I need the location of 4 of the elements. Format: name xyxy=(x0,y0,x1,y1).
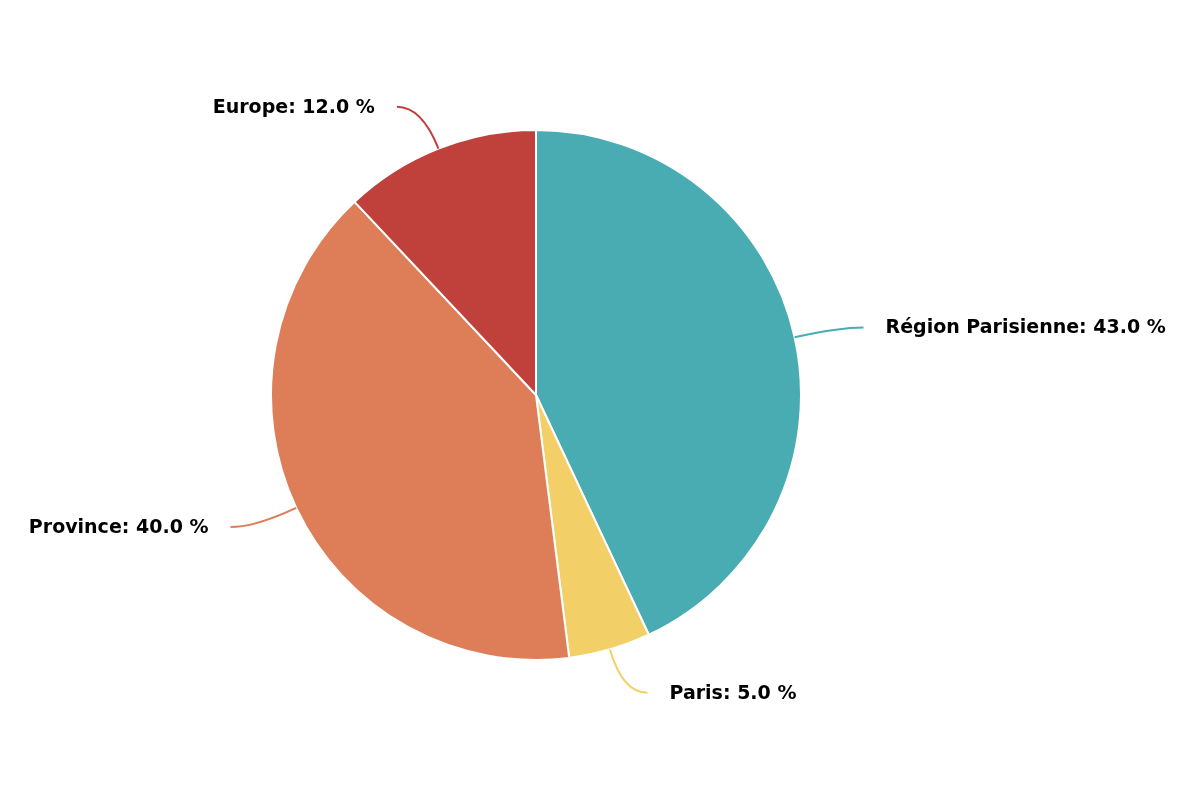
slice-label: Province: 40.0 % xyxy=(28,514,209,537)
slice-label: Europe: 12.0 % xyxy=(212,94,375,117)
slice-label: Paris: 5.0 % xyxy=(669,680,797,703)
slice-label: Région Parisienne: 43.0 % xyxy=(885,315,1166,338)
